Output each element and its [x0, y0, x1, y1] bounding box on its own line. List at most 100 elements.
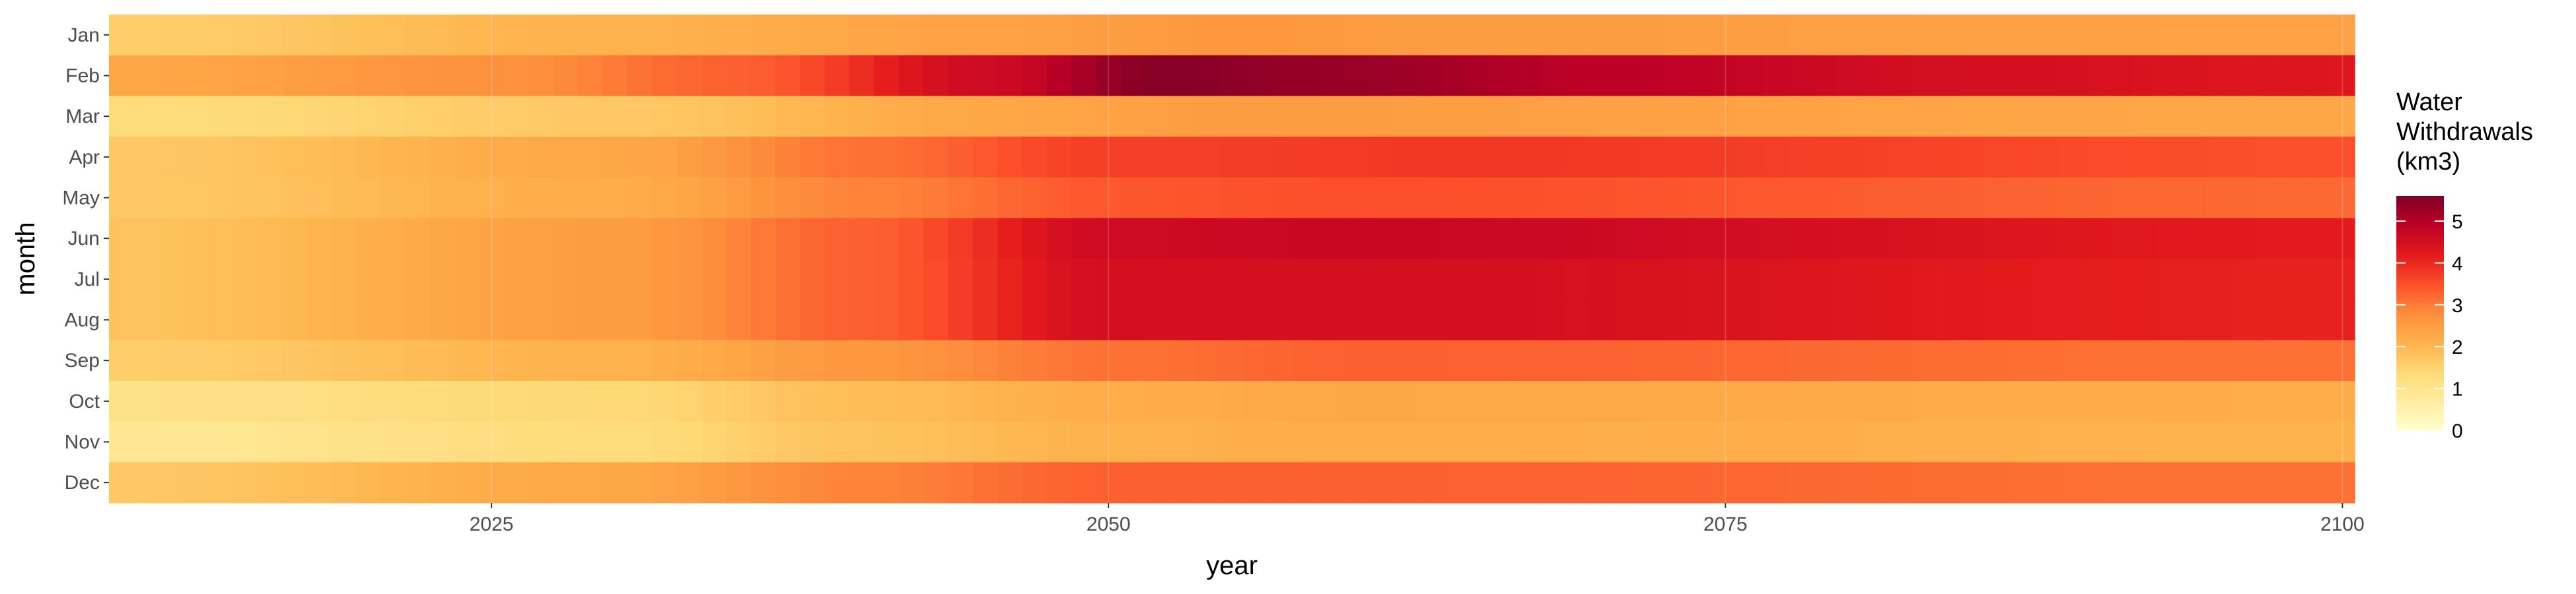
heatmap-cell [232, 381, 258, 422]
heatmap-cell [1071, 15, 1097, 56]
heatmap-cell [1589, 421, 1615, 463]
heatmap-cell [1713, 55, 1738, 96]
heatmap-cell [627, 340, 653, 381]
heatmap-cell [1713, 340, 1738, 381]
heatmap-cell [701, 299, 727, 341]
heatmap-cell [2330, 55, 2355, 96]
heatmap-cell [577, 96, 603, 137]
heatmap-cell [306, 177, 332, 218]
heatmap-cell [2330, 340, 2355, 381]
heatmap-cell [1392, 381, 1417, 422]
heatmap-cell [1836, 55, 1862, 96]
heatmap-cell [1145, 177, 1171, 218]
heatmap-cell [1071, 177, 1097, 218]
heatmap-cell [1244, 340, 1270, 381]
heatmap-cell [1145, 137, 1171, 178]
heatmap-cell [1096, 340, 1122, 381]
heatmap-cell [972, 421, 998, 463]
heatmap-cell [1466, 55, 1491, 96]
heatmap-cell [2182, 218, 2207, 259]
heatmap-cell [1836, 340, 1862, 381]
heatmap-cell [1096, 218, 1122, 259]
heatmap-cell [701, 96, 727, 137]
heatmap-cell [553, 462, 579, 504]
heatmap-cell [109, 381, 134, 422]
heatmap-cell [503, 462, 529, 504]
heatmap-cell [331, 259, 357, 300]
heatmap-cell [948, 259, 974, 300]
heatmap-cell [1886, 177, 1912, 218]
heatmap-cell [454, 299, 480, 341]
heatmap-cell [750, 381, 776, 422]
heatmap-cell [2108, 381, 2133, 422]
heatmap-cell [602, 218, 628, 259]
heatmap-cell [750, 259, 776, 300]
heatmap-cell [207, 15, 233, 56]
heatmap-cell [2305, 177, 2331, 218]
heatmap-cell [380, 381, 406, 422]
heatmap-cell [133, 381, 159, 422]
heatmap-cell [1737, 381, 1763, 422]
heatmap-cell [1614, 218, 1640, 259]
heatmap-cell [750, 96, 776, 137]
heatmap-cell [257, 55, 283, 96]
heatmap-cell [1787, 259, 1812, 300]
heatmap-cell [726, 15, 752, 56]
heatmap-cell [1639, 96, 1664, 137]
heatmap-cell [2280, 177, 2306, 218]
heatmap-cell [503, 218, 529, 259]
heatmap-cell [627, 96, 653, 137]
heatmap-cell [898, 381, 924, 422]
heatmap-cell [1022, 137, 1048, 178]
heatmap-cell [1960, 259, 1986, 300]
heatmap-cell [2132, 421, 2158, 463]
heatmap-cell [997, 15, 1023, 56]
heatmap-cell [528, 177, 554, 218]
heatmap-cell [2083, 55, 2108, 96]
heatmap-cell [2108, 299, 2133, 341]
heatmap-cell [1096, 15, 1122, 56]
heatmap-cell [1886, 137, 1912, 178]
heatmap-cell [207, 421, 233, 463]
heatmap-cell [577, 421, 603, 463]
heatmap-cell [1861, 15, 1886, 56]
heatmap-cell [1787, 177, 1812, 218]
heatmap-cell [1441, 462, 1467, 504]
heatmap-cell [602, 96, 628, 137]
heatmap-cell [2083, 96, 2108, 137]
heatmap-cell [824, 381, 850, 422]
heatmap-cell [1145, 462, 1171, 504]
heatmap-cell [726, 340, 752, 381]
heatmap-cell [2305, 259, 2331, 300]
heatmap-cell [257, 137, 283, 178]
heatmap-cell [1836, 15, 1862, 56]
heatmap-cell [651, 381, 677, 422]
heatmap-cell [1170, 15, 1196, 56]
heatmap-cell [1540, 462, 1565, 504]
heatmap-cell [775, 381, 801, 422]
heatmap-cell [2305, 218, 2331, 259]
heatmap-cell [1491, 96, 1517, 137]
heatmap-cell [1515, 381, 1541, 422]
heatmap-cell [898, 299, 924, 341]
heatmap-cell [232, 137, 258, 178]
heatmap-cell [1737, 55, 1763, 96]
heatmap-cell [183, 96, 209, 137]
heatmap-cell [355, 299, 381, 341]
heatmap-cell [2083, 259, 2108, 300]
heatmap-cell [1392, 421, 1417, 463]
heatmap-cell [2280, 259, 2306, 300]
heatmap-cell [1762, 15, 1788, 56]
heatmap-cell [651, 421, 677, 463]
heatmap-cell [479, 55, 505, 96]
heatmap-cell [158, 299, 184, 341]
heatmap-cell [923, 299, 948, 341]
heatmap-cell [1614, 340, 1640, 381]
heatmap-cell [676, 381, 702, 422]
heatmap-cell [2231, 15, 2257, 56]
heatmap-cell [281, 259, 307, 300]
heatmap-cell [2108, 462, 2133, 504]
heatmap-cell [1244, 137, 1270, 178]
heatmap-cell [775, 340, 801, 381]
y-tick-label: Jun [68, 228, 100, 249]
